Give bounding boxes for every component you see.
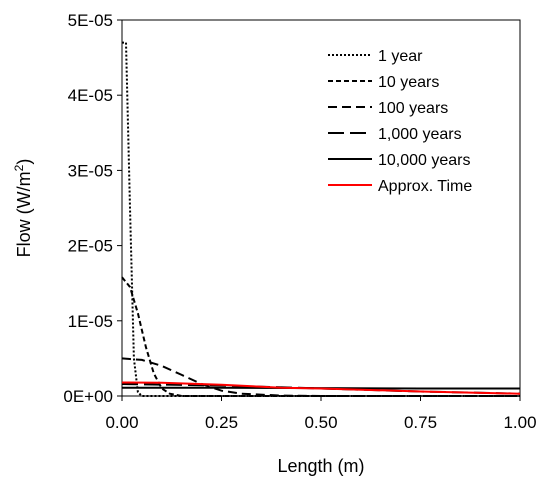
y-axis-ticks: 0E+00 1E-05 2E-05 3E-05 4E-05 5E-05 — [63, 11, 122, 406]
y-axis-title-main: Flow (W/m — [14, 171, 34, 257]
y-axis-title-superscript: 2 — [12, 164, 26, 171]
series-line-5 — [121, 381, 521, 395]
series-line-1 — [121, 276, 520, 397]
legend-label-5: Approx. Time — [378, 178, 472, 195]
x-tick-label: 0.50 — [304, 413, 337, 432]
legend-label-1: 10 years — [378, 74, 439, 91]
x-tick-label: 0.75 — [404, 413, 437, 432]
y-axis-title-close: ) — [14, 159, 34, 165]
x-axis-ticks: 0.00 0.25 0.50 0.75 1.00 — [105, 396, 537, 432]
plot-area — [121, 19, 521, 397]
plot-frame — [121, 19, 521, 397]
series-line-0 — [122, 41, 520, 397]
x-tick-label: 0.25 — [205, 413, 238, 432]
series-layer — [121, 41, 521, 397]
y-tick-label: 5E-05 — [68, 11, 113, 30]
x-axis-title: Length (m) — [277, 456, 364, 476]
x-tick-label: 0.00 — [105, 413, 138, 432]
y-tick-label: 2E-05 — [68, 237, 113, 256]
legend-label-3: 1,000 years — [378, 126, 462, 143]
y-tick-label: 3E-05 — [68, 161, 113, 180]
legend-label-2: 100 years — [378, 100, 448, 117]
y-tick-label: 0E+00 — [63, 387, 113, 406]
y-tick-label: 4E-05 — [68, 86, 113, 105]
y-tick-label: 1E-05 — [68, 312, 113, 331]
legend-label-0: 1 year — [378, 48, 423, 65]
x-tick-label: 1.00 — [503, 413, 536, 432]
series-line-2 — [121, 357, 520, 397]
y-axis-title: Flow (W/m2) — [12, 159, 34, 258]
legend: 1 year 10 years 100 years 1,000 years 10,000… — [328, 48, 472, 195]
legend-label-4: 10,000 years — [378, 152, 471, 169]
